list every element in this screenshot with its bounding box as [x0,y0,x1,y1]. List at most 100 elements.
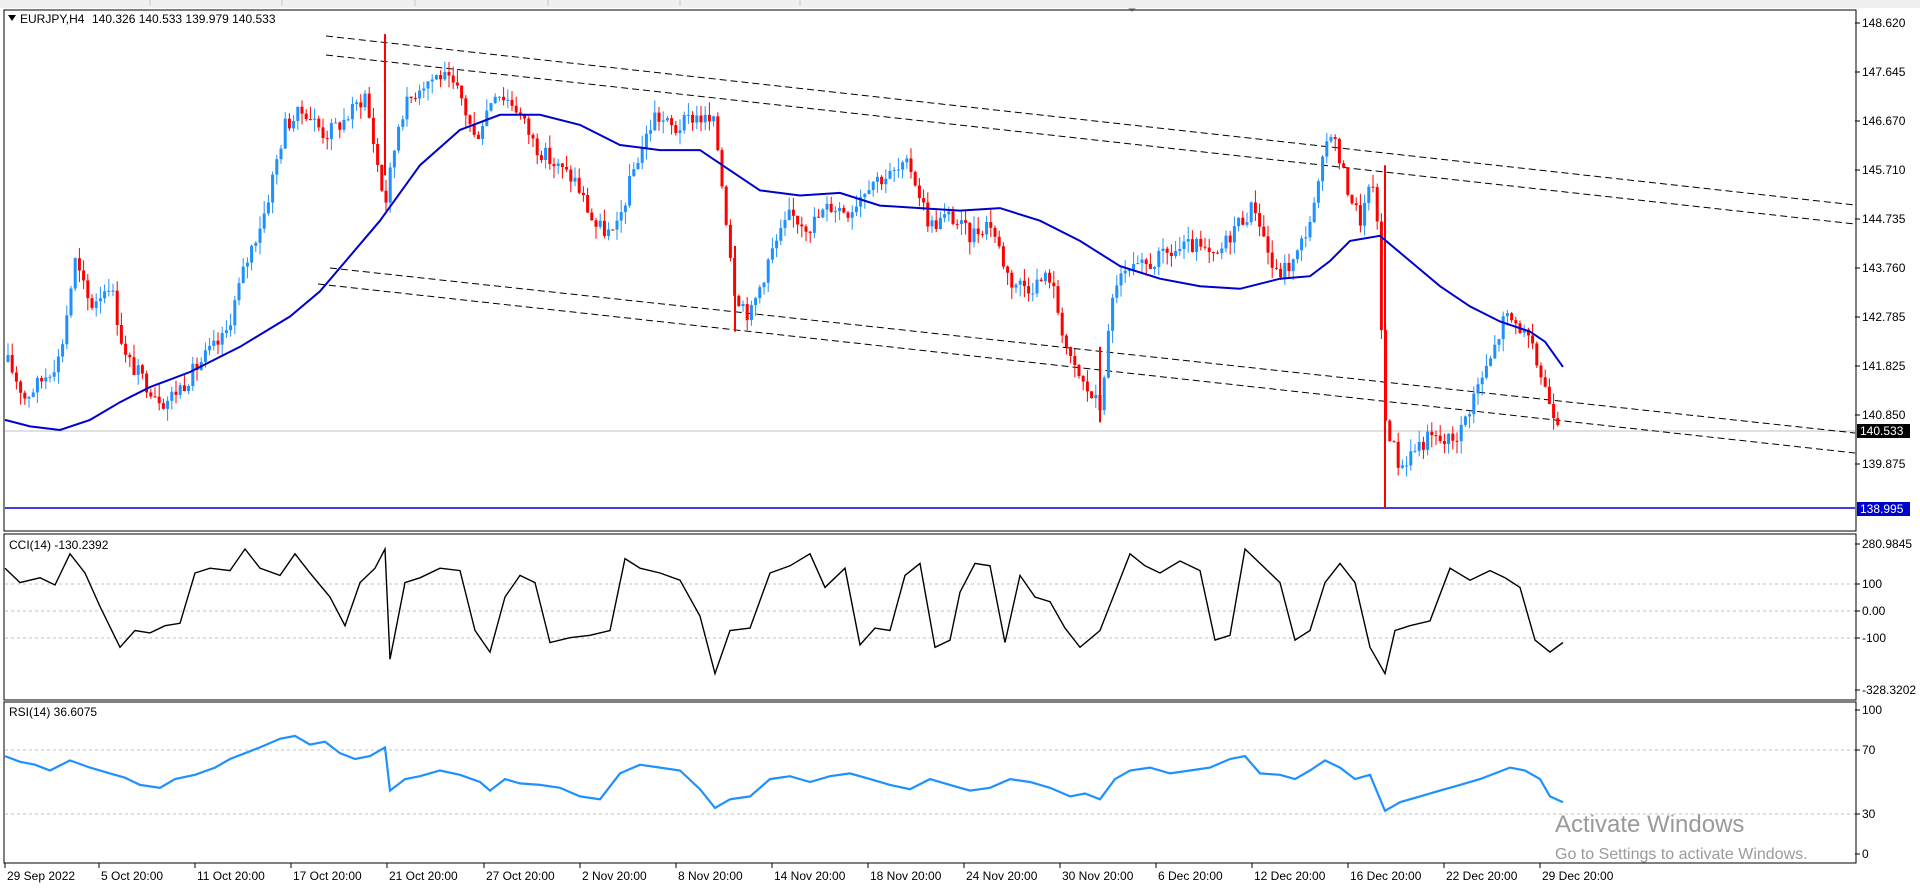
candle-body [787,209,791,220]
candle-body [1535,343,1539,366]
candle-body [1182,241,1186,249]
candle-body [1539,365,1543,378]
candle-body [1522,329,1526,333]
candle-body [1006,266,1010,273]
candle-body [1073,356,1077,365]
toolbar-separators [149,0,801,6]
candle-body [1531,335,1535,344]
trend-channel[interactable] [317,35,1856,454]
candle-body [1396,441,1400,468]
candle-body [518,112,522,115]
rsi-levels [5,749,1855,815]
candle-body [644,133,648,149]
candle-body [699,115,703,123]
candle-body [741,304,745,307]
candle-body [510,99,514,106]
ohlc-label: 140.326 140.533 139.979 140.533 [92,12,276,26]
candle-body [338,122,342,130]
candle-body [98,298,102,302]
candle-body [1190,239,1194,252]
candle-body [1102,377,1106,411]
candle-body [695,115,699,123]
candle-body [905,158,909,163]
candle-body [191,363,195,387]
candle-body [1526,329,1530,336]
candle-body [506,99,510,101]
candle-body [254,242,258,246]
candle-body [539,155,543,161]
time-tick-label: 30 Nov 20:00 [1062,869,1134,883]
candle-body [166,400,170,409]
candle-body [1505,313,1509,317]
candle-body [1211,252,1215,254]
price-tick-label: 140.850 [1862,408,1906,422]
activate-windows-subtitle: Go to Settings to activate Windows. [1555,846,1808,863]
channel-lower-1 [329,267,1856,434]
main-pane[interactable] [3,9,1857,532]
candle-body [208,345,212,351]
candle-body [1480,377,1484,385]
candle-body [1468,414,1472,417]
candle-body [1459,424,1463,442]
candle-body [111,290,115,292]
candle-body [1203,246,1207,248]
candle-body [1178,248,1182,252]
candle-body [569,169,573,182]
rsi-pane[interactable] [3,701,1857,864]
candle-body [275,159,279,175]
candle-body [901,162,905,170]
hline-price-badge [1857,502,1910,516]
candle-body [1346,167,1350,195]
candle-body [44,377,48,382]
candle-body [632,169,636,177]
price-axis[interactable]: 148.620 147.645 146.670 145.710 144.735 143.7… [1855,16,1910,516]
candle-body [397,126,401,151]
candle-body [1463,416,1467,425]
candle-body [527,118,531,135]
toolbar-strip [0,0,1920,8]
candle-body [376,144,380,165]
rsi-tick-label: 100 [1862,703,1882,717]
candle-body [1337,138,1341,164]
candle-body [1161,248,1165,251]
candle-body [1308,222,1312,238]
candle-body [245,262,249,267]
channel-upper-2 [325,54,1856,225]
price-tick-label: 146.670 [1862,114,1906,128]
candle-body [94,301,98,308]
candle-body [947,211,951,215]
candle-body [409,96,413,99]
candle-body [779,227,783,241]
candle-body [880,176,884,185]
candle-body [691,114,695,123]
candle-body [103,291,107,299]
candle-body [1048,272,1052,283]
time-axis[interactable]: 29 Sep 2022 5 Oct 20:00 11 Oct 20:00 17 Oct… [4,863,1614,883]
candle-body [1316,181,1320,203]
cci-pane[interactable] [3,533,1857,701]
candle-body [867,190,871,195]
chart-menu-icon[interactable] [8,15,16,21]
candle-body [460,85,464,99]
candle-body [371,117,375,145]
rsi-axis: 100 70 30 0 [1855,703,1882,861]
candle-body [909,158,913,172]
candle-body [1312,202,1316,223]
time-tick-label: 12 Dec 20:00 [1254,869,1326,883]
rsi-tick-label: 0 [1862,847,1869,861]
candle-body [674,125,678,133]
symbol-label: EURJPY,H4 [20,12,85,26]
candle-body [1329,137,1333,142]
candle-body [758,287,762,299]
candle-body [308,119,312,121]
candle-body [1501,316,1505,340]
candle-body [1186,239,1190,242]
candle-body [1069,347,1073,357]
time-tick-label: 14 Nov 20:00 [774,869,846,883]
candle-body [1392,441,1396,443]
candle-body [82,270,86,281]
candle-body [770,248,774,260]
candle-body [489,103,493,111]
candle-body [1354,203,1358,206]
